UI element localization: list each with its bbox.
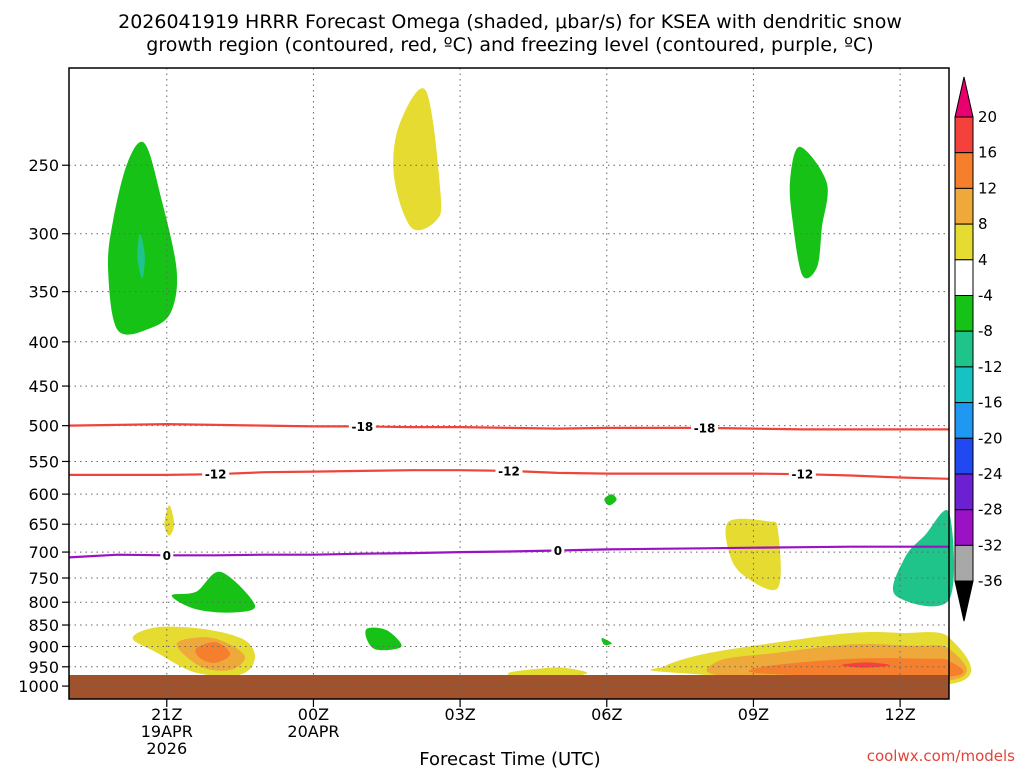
omega-region-llvl-subsidence-0900z-core — [748, 658, 964, 678]
colorbar-segment-9 — [954, 402, 974, 439]
omega-region-subsidence-0830z — [725, 518, 781, 591]
y-tick-label-950: 950 — [28, 658, 59, 677]
isotherm-label-bg-dendritic-bottom-0 — [202, 467, 230, 482]
isotherm-label-dendritic-bottom-2: -12 — [791, 468, 813, 482]
colorbar-segment-5 — [954, 259, 974, 296]
isotherm-label-bg-dendritic-top-0 — [348, 419, 376, 434]
colorbar-label-12: 12 — [978, 179, 997, 197]
y-tick-label-300: 300 — [28, 225, 59, 244]
omega-region-upper-updraft-west-core — [137, 233, 145, 279]
isotherm-dendritic-top — [68, 423, 949, 431]
omega-region-tiny-updraft-0600z — [601, 637, 612, 646]
isotherm-label-freezing-level-0: 0 — [163, 549, 171, 563]
credit-text: coolwx.com/models — [867, 747, 1015, 765]
isotherm-label-bg-dendritic-top-1 — [691, 420, 719, 435]
y-tick-label-850: 850 — [28, 616, 59, 635]
y-tick-label-800: 800 — [28, 593, 59, 612]
y-tick-label-400: 400 — [28, 333, 59, 352]
colorbar-label--20: -20 — [978, 429, 1003, 447]
isotherm-label-bg-freezing-level-0 — [160, 548, 174, 563]
isotherm-label-dendritic-bottom-0: -12 — [205, 468, 227, 482]
colorbar-label--32: -32 — [978, 536, 1003, 554]
colorbar-segment-3 — [954, 187, 974, 225]
y-tick-label-500: 500 — [28, 417, 59, 436]
isotherm-label-dendritic-top-1: -18 — [694, 421, 716, 435]
y-tick-label-750: 750 — [28, 569, 59, 588]
isotherm-label-dendritic-top-0: -18 — [351, 420, 373, 434]
colorbar-segment-7 — [954, 330, 974, 368]
colorbar-label--4: -4 — [978, 287, 993, 305]
y-tick-label-600: 600 — [28, 485, 59, 504]
isotherm-label-dendritic-bottom-1: -12 — [498, 464, 520, 478]
colorbar-label--16: -16 — [978, 394, 1003, 412]
chart-title-line1: 2026041919 HRRR Forecast Omega (shaded, … — [118, 11, 902, 33]
isotherm-label-freezing-level-1: 0 — [554, 544, 562, 558]
omega-region-updraft-1230z — [892, 509, 955, 607]
omega-region-llvl-subsidence-2100z-core — [195, 642, 231, 663]
colorbar-label--28: -28 — [978, 501, 1003, 519]
y-tick-label-450: 450 — [28, 377, 59, 396]
omega-region-upper-updraft-0730z — [789, 146, 828, 279]
y-axis: 250 300 350 400 450 500 550 600 650 700 750 800 850 9… — [18, 156, 69, 696]
colorbar-label-8: 8 — [978, 215, 988, 233]
colorbar-label--12: -12 — [978, 358, 1003, 376]
isotherm-label-bg-freezing-level-1 — [551, 543, 565, 558]
colorbar-bottom-arrow — [954, 580, 974, 622]
colorbar-segment-2 — [954, 152, 974, 189]
y-tick-label-350: 350 — [28, 283, 59, 302]
x-tick-label-03Z: 03Z — [444, 705, 475, 724]
x-tick-label-06Z: 06Z — [591, 705, 622, 724]
x-tick-date-21Z: 19APR — [141, 722, 193, 741]
colorbar: 20 16 12 8 4 -4 -8 -12 -16 -20 -24 -28 -32 -36 — [954, 76, 1003, 622]
x-tick-label-12Z: 12Z — [884, 705, 915, 724]
omega-region-upper-subsidence-0130z — [393, 88, 442, 231]
y-tick-label-550: 550 — [28, 452, 59, 471]
omega-region-llvl-subsidence-1100z-max — [841, 662, 891, 668]
colorbar-segment-6 — [954, 295, 974, 332]
colorbar-label-16: 16 — [978, 144, 997, 162]
x-tick-label-21Z: 21Z — [151, 705, 182, 724]
colorbar-label-20: 20 — [978, 108, 997, 126]
y-tick-label-650: 650 — [28, 515, 59, 534]
colorbar-segment-4 — [954, 223, 974, 261]
ground-surface — [69, 675, 949, 699]
colorbar-label-4: 4 — [978, 251, 988, 269]
colorbar-segment-12 — [954, 509, 974, 546]
colorbar-segment-10 — [954, 437, 974, 475]
colorbar-label--36: -36 — [978, 572, 1003, 590]
colorbar-top-arrow — [954, 76, 974, 118]
colorbar-segment-1 — [954, 116, 974, 154]
isotherm-label-bg-dendritic-bottom-1 — [495, 463, 523, 478]
x-tick-year-21Z: 2026 — [146, 739, 187, 758]
x-tick-label-00Z: 00Z — [298, 705, 329, 724]
omega-region-upper-updraft-west — [107, 141, 178, 335]
x-axis-label: Forecast Time (UTC) — [419, 749, 600, 768]
grid-layer — [69, 68, 949, 699]
colorbar-segment-8 — [954, 366, 974, 404]
x-tick-date-00Z: 20APR — [287, 722, 339, 741]
plot-frame — [68, 67, 950, 700]
omega-region-updraft-0030z — [365, 627, 402, 651]
omega-region-llvl-subsidence-0400z — [507, 667, 588, 678]
contour-layer: -18 -18 -12 -12 -12 0 0 — [68, 419, 950, 563]
y-tick-label-700: 700 — [28, 543, 59, 562]
omega-region-small-subsidence-2030z — [164, 505, 175, 536]
colorbar-segment-13 — [954, 544, 974, 582]
colorbar-label--8: -8 — [978, 322, 993, 340]
y-tick-label-900: 900 — [28, 637, 59, 656]
colorbar-segment-11 — [954, 473, 974, 511]
omega-region-small-updraft-0530z — [604, 494, 617, 506]
x-tick-label-09Z: 09Z — [738, 705, 769, 724]
chart-title-line2: growth region (contoured, red, ºC) and f… — [146, 34, 873, 56]
isotherm-freezing-level — [68, 545, 949, 559]
isotherm-label-bg-dendritic-bottom-2 — [788, 467, 816, 482]
y-tick-label-250: 250 — [28, 156, 59, 175]
colorbar-label--24: -24 — [978, 465, 1003, 483]
y-tick-label-1000: 1000 — [18, 677, 59, 696]
